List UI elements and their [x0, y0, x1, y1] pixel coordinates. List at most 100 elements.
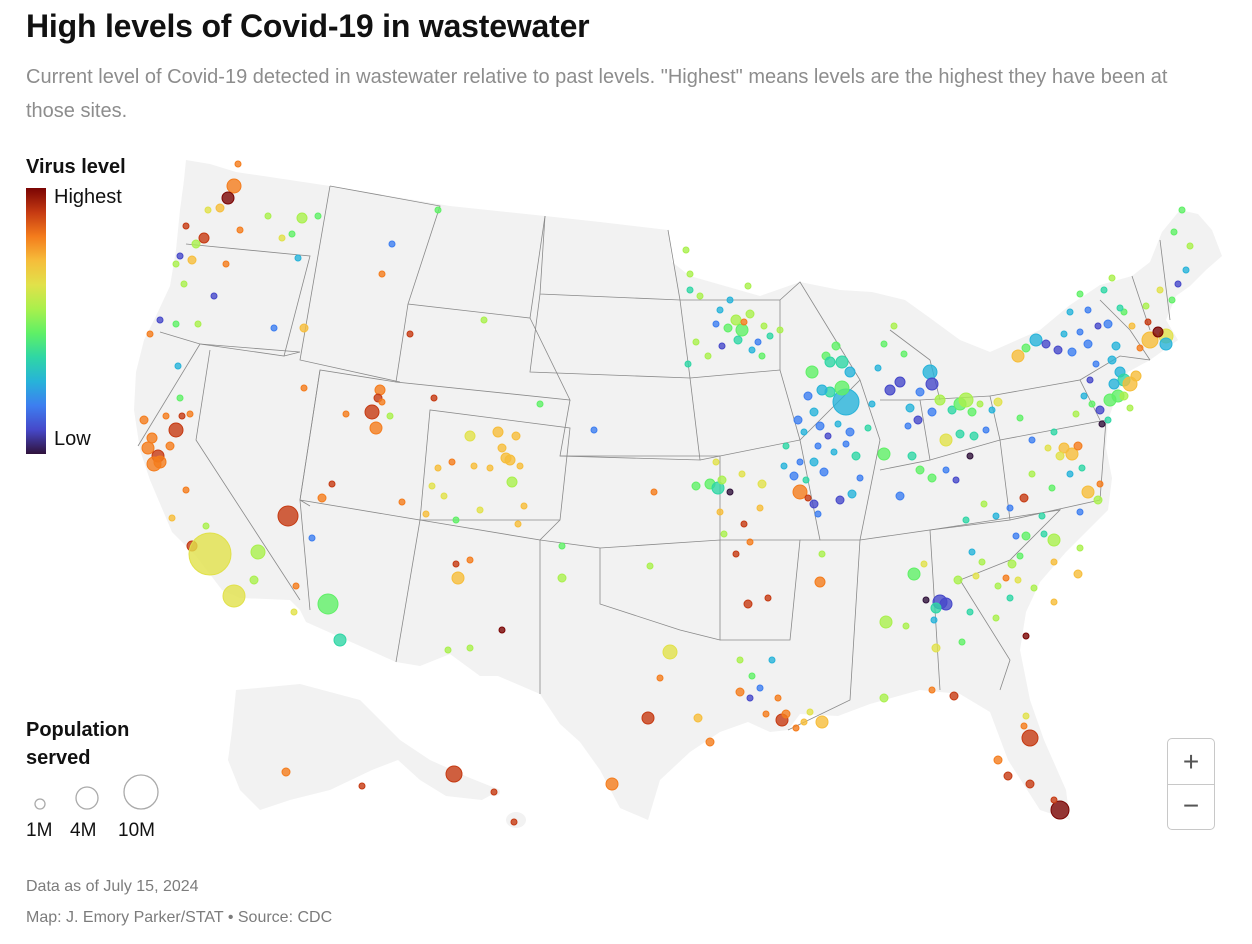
site-dot[interactable]	[730, 314, 742, 326]
site-dot[interactable]	[966, 452, 974, 460]
site-dot[interactable]	[894, 376, 906, 388]
site-dot[interactable]	[748, 346, 756, 354]
site-dot[interactable]	[907, 451, 917, 461]
site-dot[interactable]	[510, 818, 518, 826]
site-dot[interactable]	[835, 355, 849, 369]
site-dot[interactable]	[803, 391, 813, 401]
site-dot[interactable]	[958, 392, 974, 408]
site-dot[interactable]	[993, 397, 1003, 407]
site-dot[interactable]	[904, 422, 912, 430]
site-dot[interactable]	[516, 462, 524, 470]
site-dot[interactable]	[299, 323, 309, 333]
site-dot[interactable]	[153, 455, 167, 469]
site-dot[interactable]	[1107, 355, 1117, 365]
site-dot[interactable]	[800, 718, 808, 726]
site-dot[interactable]	[1067, 347, 1077, 357]
site-dot[interactable]	[907, 567, 921, 581]
site-dot[interactable]	[204, 206, 212, 214]
site-dot[interactable]	[1170, 228, 1178, 236]
site-dot[interactable]	[452, 560, 460, 568]
site-dot[interactable]	[738, 470, 746, 478]
site-dot[interactable]	[1028, 436, 1036, 444]
site-dot[interactable]	[1012, 532, 1020, 540]
site-dot[interactable]	[735, 687, 745, 697]
site-dot[interactable]	[947, 405, 957, 415]
site-dot[interactable]	[646, 562, 654, 570]
site-dot[interactable]	[726, 296, 734, 304]
site-dot[interactable]	[1083, 339, 1093, 349]
site-dot[interactable]	[470, 462, 478, 470]
site-dot[interactable]	[1076, 544, 1084, 552]
site-dot[interactable]	[1108, 378, 1120, 390]
site-dot[interactable]	[557, 573, 567, 583]
site-dot[interactable]	[1092, 360, 1100, 368]
site-dot[interactable]	[202, 522, 210, 530]
site-dot[interactable]	[712, 320, 720, 328]
site-dot[interactable]	[342, 410, 350, 418]
site-dot[interactable]	[915, 387, 925, 397]
site-dot[interactable]	[686, 270, 694, 278]
site-dot[interactable]	[955, 429, 965, 439]
site-dot[interactable]	[920, 560, 928, 568]
site-dot[interactable]	[662, 644, 678, 660]
site-dot[interactable]	[922, 596, 930, 604]
site-dot[interactable]	[732, 550, 740, 558]
site-dot[interactable]	[1040, 530, 1048, 538]
site-dot[interactable]	[1174, 280, 1182, 288]
site-dot[interactable]	[1050, 598, 1058, 606]
site-dot[interactable]	[930, 602, 942, 614]
site-dot[interactable]	[814, 510, 822, 518]
site-dot[interactable]	[1088, 400, 1096, 408]
site-dot[interactable]	[222, 260, 230, 268]
site-dot[interactable]	[1007, 559, 1017, 569]
site-dot[interactable]	[1006, 594, 1014, 602]
site-dot[interactable]	[536, 400, 544, 408]
site-dot[interactable]	[978, 558, 986, 566]
site-dot[interactable]	[884, 384, 896, 396]
site-dot[interactable]	[1103, 319, 1113, 329]
site-dot[interactable]	[1050, 558, 1058, 566]
site-dot[interactable]	[814, 442, 822, 450]
site-dot[interactable]	[141, 441, 155, 455]
site-dot[interactable]	[156, 316, 164, 324]
site-dot[interactable]	[864, 424, 872, 432]
site-dot[interactable]	[1073, 441, 1083, 451]
site-dot[interactable]	[1076, 328, 1084, 336]
site-dot[interactable]	[931, 643, 941, 653]
site-dot[interactable]	[1050, 428, 1058, 436]
site-dot[interactable]	[1103, 393, 1117, 407]
site-dot[interactable]	[430, 394, 438, 402]
site-dot[interactable]	[958, 638, 966, 646]
site-dot[interactable]	[879, 615, 893, 629]
site-dot[interactable]	[726, 488, 734, 496]
site-dot[interactable]	[1021, 343, 1031, 353]
site-dot[interactable]	[967, 407, 977, 417]
site-dot[interactable]	[736, 656, 744, 664]
site-dot[interactable]	[927, 407, 937, 417]
site-dot[interactable]	[776, 326, 784, 334]
site-dot[interactable]	[1111, 341, 1121, 351]
site-dot[interactable]	[308, 534, 316, 542]
site-dot[interactable]	[766, 332, 774, 340]
site-dot[interactable]	[757, 479, 767, 489]
site-dot[interactable]	[1078, 464, 1086, 472]
site-dot[interactable]	[172, 260, 180, 268]
site-dot[interactable]	[1041, 339, 1051, 349]
site-dot[interactable]	[902, 622, 910, 630]
site-dot[interactable]	[824, 432, 832, 440]
site-dot[interactable]	[744, 282, 752, 290]
site-dot[interactable]	[1081, 485, 1095, 499]
site-dot[interactable]	[198, 232, 210, 244]
site-dot[interactable]	[847, 489, 857, 499]
site-dot[interactable]	[762, 710, 770, 718]
site-dot[interactable]	[756, 504, 764, 512]
site-dot[interactable]	[194, 320, 202, 328]
site-dot[interactable]	[980, 500, 988, 508]
site-dot[interactable]	[278, 234, 286, 242]
site-dot[interactable]	[705, 737, 715, 747]
site-dot[interactable]	[388, 240, 396, 248]
site-dot[interactable]	[969, 431, 979, 441]
site-dot[interactable]	[1060, 330, 1068, 338]
site-dot[interactable]	[856, 474, 864, 482]
site-dot[interactable]	[369, 421, 383, 435]
